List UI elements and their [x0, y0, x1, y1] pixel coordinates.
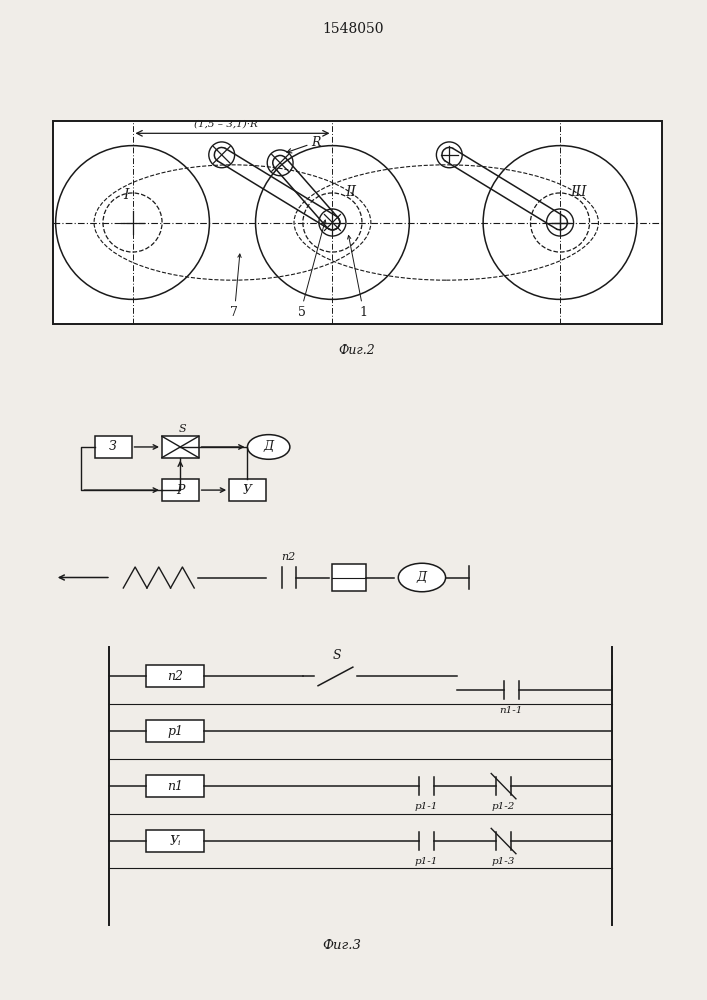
- Bar: [146, 775, 204, 797]
- Bar: [146, 720, 204, 742]
- Text: R: R: [311, 136, 320, 149]
- Text: Фиг.2: Фиг.2: [339, 344, 375, 357]
- Text: п1-1: п1-1: [500, 706, 523, 715]
- Text: п2: п2: [281, 552, 296, 562]
- Text: 5: 5: [298, 306, 305, 319]
- Text: 1: 1: [359, 306, 367, 319]
- Bar: [162, 479, 199, 501]
- Text: р1-1: р1-1: [414, 802, 438, 811]
- Text: Уᵢ: Уᵢ: [169, 835, 181, 848]
- Bar: [332, 564, 366, 591]
- Circle shape: [247, 435, 290, 459]
- Text: З: З: [110, 440, 117, 453]
- Text: II: II: [346, 185, 356, 199]
- Text: Фиг.3: Фиг.3: [322, 939, 361, 952]
- Text: р1-1: р1-1: [414, 857, 438, 866]
- Text: S: S: [179, 424, 186, 434]
- Text: р1: р1: [167, 725, 183, 738]
- Text: S: S: [333, 649, 341, 662]
- Circle shape: [398, 563, 445, 592]
- Bar: [95, 436, 132, 458]
- Text: Д: Д: [417, 571, 427, 584]
- Text: I: I: [124, 188, 129, 202]
- Text: п1: п1: [167, 780, 183, 793]
- Text: III: III: [571, 185, 587, 199]
- Text: п2: п2: [167, 670, 183, 683]
- Bar: [52, 121, 662, 324]
- Text: Р: Р: [176, 484, 185, 497]
- Text: р1-3: р1-3: [492, 857, 515, 866]
- Text: 1548050: 1548050: [323, 22, 384, 36]
- Bar: [146, 665, 204, 687]
- Text: 7: 7: [230, 306, 238, 319]
- Bar: [229, 479, 266, 501]
- Bar: [162, 436, 199, 458]
- Text: р1-2: р1-2: [492, 802, 515, 811]
- Bar: [146, 830, 204, 852]
- Text: (1,5 – 3,1)·R: (1,5 – 3,1)·R: [194, 119, 258, 128]
- Text: Д: Д: [264, 440, 274, 453]
- Text: У: У: [243, 484, 252, 497]
